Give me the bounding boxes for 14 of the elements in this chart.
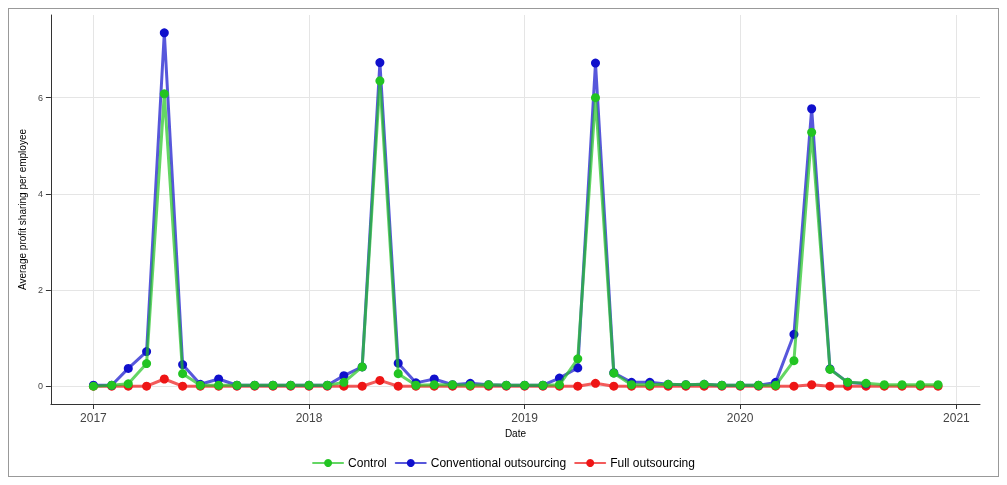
y-tick-label: 0 bbox=[37, 381, 43, 392]
legend-label: Conventional outsourcing bbox=[430, 456, 567, 470]
legend-label: Control bbox=[348, 456, 387, 470]
x-tick-label: 2018 bbox=[295, 411, 323, 425]
y-tick-label: 4 bbox=[37, 188, 43, 199]
x-axis-title: Date bbox=[504, 428, 527, 440]
x-tick-label: 2020 bbox=[726, 411, 754, 425]
y-tick-label: 2 bbox=[37, 285, 43, 296]
y-axis-title: Average profit sharing per employee bbox=[16, 128, 28, 291]
x-tick-label: 2021 bbox=[943, 411, 971, 425]
x-tick-label: 2017 bbox=[80, 411, 108, 425]
x-tick-label: 2019 bbox=[511, 411, 539, 425]
legend-label: Full outsourcing bbox=[610, 456, 695, 470]
y-tick-label: 6 bbox=[37, 92, 43, 103]
